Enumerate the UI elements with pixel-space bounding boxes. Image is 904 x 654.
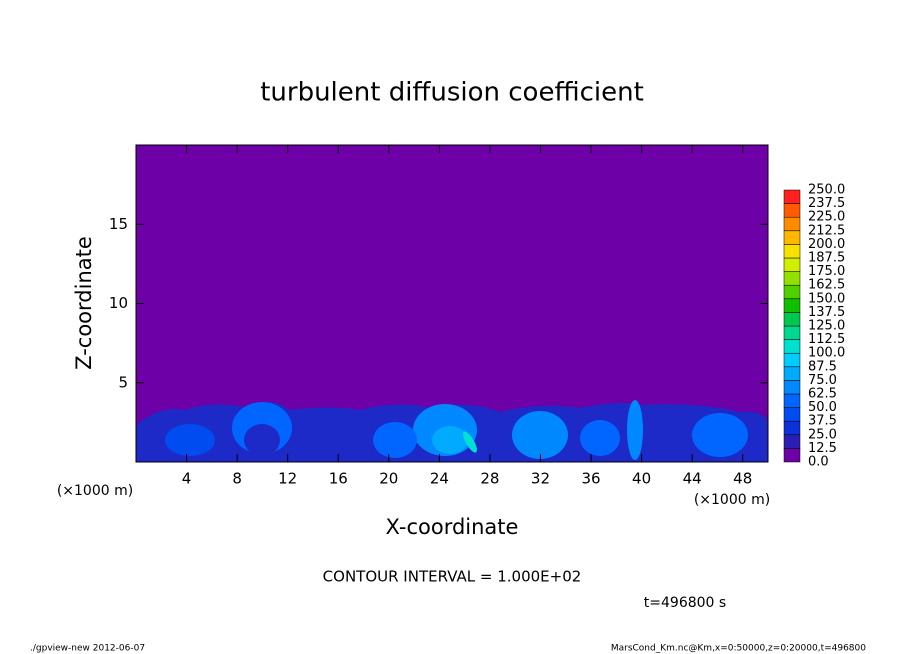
y-unit-label: (×1000 m)	[57, 483, 133, 499]
field-region	[463, 431, 477, 453]
colorbar-box	[783, 312, 801, 327]
colorbar-label: 37.5	[808, 414, 837, 429]
colorbar-label: 175.0	[808, 264, 845, 279]
colorbar-label: 137.5	[808, 305, 845, 320]
field-region	[512, 411, 568, 459]
field-region	[627, 400, 643, 460]
chart-title: turbulent diffusion coefficient	[260, 78, 644, 108]
y-tick-label: 10	[109, 294, 128, 312]
x-tick-label: 28	[480, 470, 499, 488]
colorbar-label: 187.5	[808, 251, 845, 266]
colorbar-label: 200.0	[808, 237, 845, 252]
colorbar-box	[783, 298, 801, 313]
colorbar-box	[783, 380, 801, 395]
colorbar-label: 162.5	[808, 278, 845, 293]
colorbar-box	[783, 339, 801, 354]
colorbar-label: 237.5	[808, 196, 845, 211]
colorbar-box	[783, 244, 801, 259]
colorbar-box	[783, 448, 801, 463]
footer-left: ./gpview-new 2012-06-07	[30, 644, 145, 654]
field-region	[373, 422, 417, 458]
x-tick-label: 20	[379, 470, 398, 488]
x-tick-label: 40	[632, 470, 651, 488]
colorbar-label: 225.0	[808, 210, 845, 225]
x-tick-label: 32	[531, 470, 550, 488]
colorbar-label: 75.0	[808, 373, 837, 388]
field-region	[165, 424, 215, 456]
colorbar-label: 250.0	[808, 183, 845, 198]
colorbar-box	[783, 393, 801, 408]
colorbar-box	[783, 189, 801, 204]
colorbar-box	[783, 203, 801, 218]
x-axis-label: X-coordinate	[386, 515, 519, 539]
colorbar-box	[783, 284, 801, 300]
field-region	[692, 413, 748, 457]
colorbar-label: 125.0	[808, 319, 845, 334]
contour-interval: CONTOUR INTERVAL = 1.000E+02	[323, 568, 582, 586]
colorbar-label: 50.0	[808, 400, 837, 415]
x-tick-label: 24	[430, 470, 449, 488]
colorbar-label: 12.5	[808, 441, 837, 456]
colorbar-box	[783, 366, 801, 381]
x-tick-label: 48	[733, 470, 752, 488]
footer-right: MarsCond_Km.nc@Km,x=0:50000,z=0:20000,t=…	[611, 644, 866, 654]
colorbar-box	[783, 230, 801, 245]
colorbar-label: 212.5	[808, 223, 845, 238]
y-tick-label: 5	[118, 373, 128, 391]
colorbar-label: 25.0	[808, 427, 837, 442]
colorbar-label: 87.5	[808, 359, 837, 374]
x-unit-label: (×1000 m)	[694, 492, 770, 508]
colorbar-box	[783, 352, 801, 368]
colorbar-label: 112.5	[808, 332, 845, 347]
colorbar-box	[783, 434, 801, 449]
y-tick-label: 15	[109, 215, 128, 233]
x-tick-label: 4	[182, 470, 192, 488]
colorbar-box	[783, 325, 801, 340]
colorbar-label: 62.5	[808, 387, 837, 402]
colorbar-box	[783, 407, 801, 422]
colorbar-label: 0.0	[808, 455, 829, 470]
x-tick-label: 44	[683, 470, 702, 488]
colorbar-box	[783, 257, 801, 272]
colorbar-box	[783, 271, 801, 286]
y-axis-label: Z-coordinate	[72, 236, 96, 370]
colorbar-box	[783, 420, 801, 436]
field-region	[432, 426, 468, 454]
colorbar-label: 100.0	[808, 346, 845, 361]
x-tick-label: 16	[329, 470, 348, 488]
x-tick-label: 12	[278, 470, 297, 488]
time-label: t=496800 s	[644, 595, 726, 611]
colorbar-box	[783, 216, 801, 232]
x-tick-label: 36	[581, 470, 600, 488]
x-tick-label: 8	[232, 470, 242, 488]
field-region	[580, 420, 620, 456]
field-region	[244, 424, 280, 456]
colorbar-label: 150.0	[808, 291, 845, 306]
field-shading	[136, 400, 768, 462]
